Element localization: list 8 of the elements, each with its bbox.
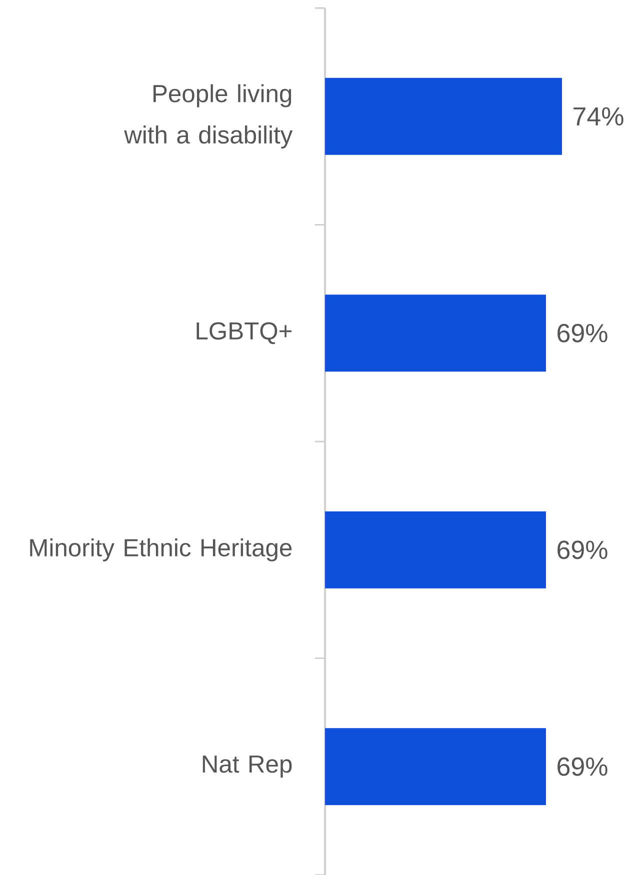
- y-tick-label: LGBTQ+: [196, 322, 292, 344]
- data-label: 69%: [558, 540, 608, 560]
- data-label: 69%: [558, 324, 608, 342]
- data-label: 74%: [574, 107, 624, 126]
- y-tick-label: Minority Ethnic Heritage: [30, 538, 292, 562]
- y-tick-label: Nat Rep: [202, 756, 292, 778]
- data-label: 69%: [558, 757, 608, 776]
- y-tick-label: People living with a disability: [124, 84, 293, 149]
